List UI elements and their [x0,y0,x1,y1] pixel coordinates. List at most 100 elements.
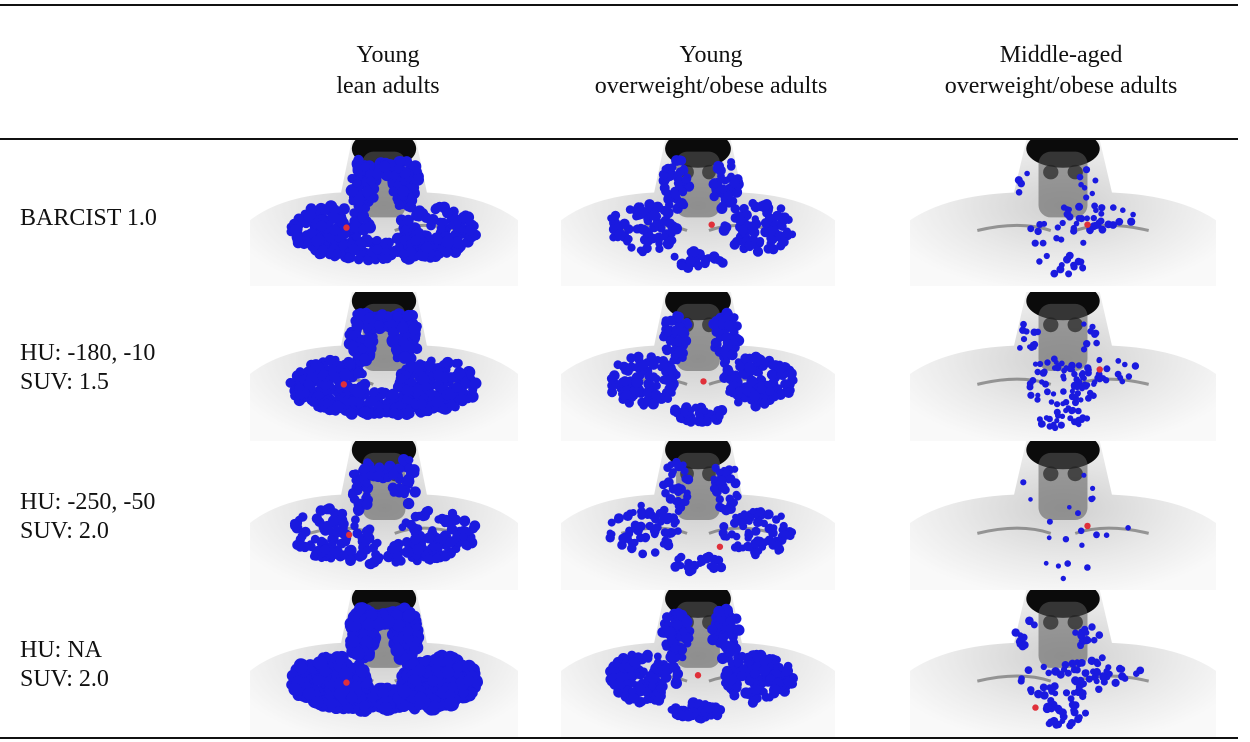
segmentation-dot [665,651,677,663]
segmentation-dot [353,179,362,188]
segmentation-dot [1027,391,1035,399]
segmentation-dot [1039,683,1048,692]
segmentation-dot [607,518,616,527]
row-label-line2: SUV: 2.0 [20,666,109,692]
segmentation-dot [1020,479,1027,486]
segmentation-dot [1092,177,1099,184]
segmentation-dot [1072,399,1079,407]
segmentation-dot [1110,204,1117,211]
segmentation-dot [407,378,417,387]
segmentation-dot [653,652,662,661]
segmentation-dot [1060,388,1067,395]
segmentation-dot [351,319,364,332]
segmentation-dot [628,687,637,696]
segmentation-dot [684,566,695,577]
segmentation-dot [661,165,670,173]
segmentation-dot [670,561,681,572]
segmentation-dot [674,555,683,564]
segmentation-dot [1087,389,1094,397]
segmentation-dot [683,489,691,497]
segmentation-dot [1047,697,1055,705]
segmentation-dot [763,511,772,520]
segmentation-dot [783,227,791,236]
reference-marker [343,224,350,231]
segmentation-dot [1034,368,1041,376]
segmentation-dot [359,700,370,712]
segmentation-dot [353,368,363,378]
segmentation-dot [366,175,377,186]
segmentation-dot [749,668,760,679]
segmentation-dot [1024,666,1033,674]
segmentation-dot [750,684,762,695]
segmentation-dot [675,488,682,496]
segmentation-dot [361,499,372,510]
segmentation-dot [352,386,364,398]
segmentation-dot [740,687,752,699]
segmentation-dot [1111,678,1120,687]
column-header-line2: overweight/obese adults [944,73,1178,99]
segmentation-overlay [1011,616,1145,730]
segmentation-dot [622,511,633,521]
segmentation-dot [1120,207,1126,213]
segmentation-dot [623,237,632,246]
segmentation-dot [346,691,358,704]
reference-marker [1084,522,1091,530]
segmentation-dot [404,361,417,373]
segmentation-dot [781,379,791,389]
segmentation-dot [317,371,327,381]
segmentation-dot [1080,346,1088,353]
column-header-young-overweight: Young overweight/obese adults [556,40,866,102]
segmentation-dot [721,176,730,185]
segmentation-dot [674,507,683,515]
segmentation-dot [394,401,404,411]
segmentation-dot [373,320,385,331]
segmentation-dot [647,673,659,684]
segmentation-dot [1043,252,1050,260]
segmentation-dot [727,349,738,361]
segmentation-dot [725,616,736,627]
row-label-hu-180: HU: -180, -10 SUV: 1.5 [20,339,155,397]
segmentation-dot [717,475,727,486]
segmentation-dot [758,202,769,212]
reference-marker [700,378,707,385]
segmentation-dot [1043,702,1052,712]
segmentation-dot [392,619,406,632]
segmentation-dot [1053,235,1060,242]
segmentation-dot [1066,365,1074,373]
segmentation-dot [735,361,745,372]
pet-mip-svg [250,590,518,737]
segmentation-dot [736,671,747,682]
segmentation-dot [363,618,376,631]
segmentation-dot [354,602,367,615]
reference-marker [708,221,715,228]
segmentation-dot [646,352,657,362]
segmentation-dot [429,542,438,552]
segmentation-dot [627,243,636,252]
segmentation-dot [747,222,757,232]
segmentation-dot [1088,623,1096,631]
segmentation-dot [739,664,748,673]
segmentation-dot [767,224,779,236]
segmentation-dot [664,383,675,394]
segmentation-dot [761,358,769,366]
reference-marker [1084,221,1091,228]
segmentation-overlay [286,602,483,717]
segmentation-dot [1090,214,1097,222]
segmentation-dot [395,373,407,384]
pet-mip-image [910,140,1216,286]
segmentation-dot [461,540,471,550]
segmentation-dot [637,501,645,510]
reference-marker [340,381,347,388]
segmentation-dot [1054,224,1061,231]
segmentation-dot [650,548,660,557]
table-bottom-rule [0,737,1238,739]
segmentation-dot [1081,321,1087,327]
clavicle-uptake [976,674,1052,683]
segmentation-dot [447,508,458,519]
segmentation-dot [1115,358,1122,364]
segmentation-dot [1078,416,1085,423]
segmentation-dot [1073,666,1081,674]
segmentation-dot [659,205,669,215]
segmentation-dot [1089,190,1095,197]
segmentation-dot [638,549,648,559]
